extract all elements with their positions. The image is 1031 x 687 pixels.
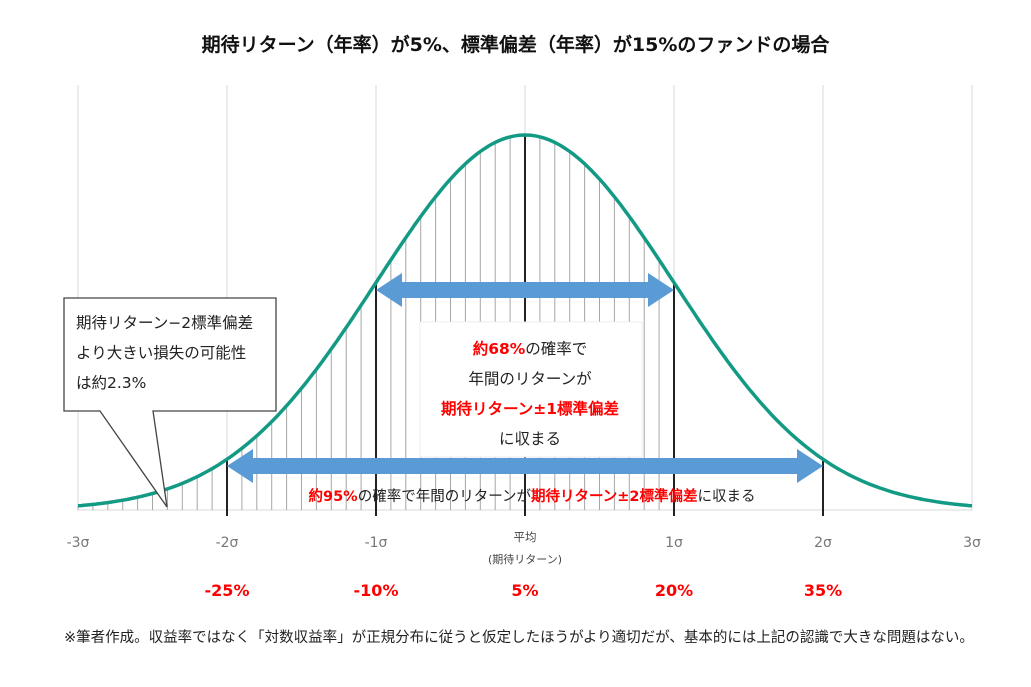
one-sigma-annotation-line: に収まる <box>499 430 561 448</box>
return-label: -25% <box>205 581 250 600</box>
x-tick-label: 平均 <box>514 530 537 544</box>
one-sigma-annotation-line: 約68%の確率で <box>473 339 588 358</box>
callout-box <box>63 297 277 508</box>
annotation-text: の確率で <box>525 340 587 358</box>
one-sigma-annotation-line: 期待リターン±1標準偏差 <box>441 399 619 418</box>
annotation-text: の確率で年間のリターンが <box>358 488 532 505</box>
annotation-text: に収まる <box>499 430 561 448</box>
return-label: 5% <box>511 581 538 600</box>
return-label: 35% <box>804 581 842 600</box>
x-tick-label: -1σ <box>365 535 388 551</box>
callout-text: より大きい損失の可能性 <box>76 344 246 362</box>
distribution-curve <box>77 133 973 508</box>
callout-text: は約2.3% <box>76 374 146 392</box>
x-tick-sublabel: (期待リターン) <box>488 552 562 566</box>
x-tick-label: -3σ <box>67 535 90 551</box>
x-tick-label: -2σ <box>216 535 239 551</box>
highlight-text: 約95% <box>308 487 358 505</box>
footnote: ※筆者作成。収益率ではなく「対数収益率」が正規分布に従うと仮定したほうがより適切… <box>64 630 974 646</box>
two-sigma-range-arrow <box>227 449 823 483</box>
x-tick-label: 2σ <box>814 535 832 551</box>
x-tick-label: 3σ <box>963 535 981 551</box>
annotation-text: に収まる <box>698 488 756 505</box>
chart-title: 期待リターン（年率）が5%、標準偏差（年率）が15%のファンドの場合 <box>201 34 830 56</box>
return-label: -10% <box>354 581 399 600</box>
text-panel <box>419 321 643 458</box>
one-sigma-annotation-line: 年間のリターンが <box>468 370 592 388</box>
two-sigma-annotation: 約95%の確率で年間のリターンが期待リターン±2標準偏差に収まる <box>308 487 755 505</box>
return-label: 20% <box>655 581 693 600</box>
highlight-text: 期待リターン±1標準偏差 <box>441 399 619 418</box>
highlight-text: 期待リターン±2標準偏差 <box>531 487 698 505</box>
annotation-text: 年間のリターンが <box>468 370 592 388</box>
highlight-text: 約68% <box>473 339 526 358</box>
callout-text: 期待リターン−2標準偏差 <box>76 314 253 332</box>
one-sigma-range-arrow <box>376 273 674 307</box>
x-tick-label: 1σ <box>665 535 683 551</box>
